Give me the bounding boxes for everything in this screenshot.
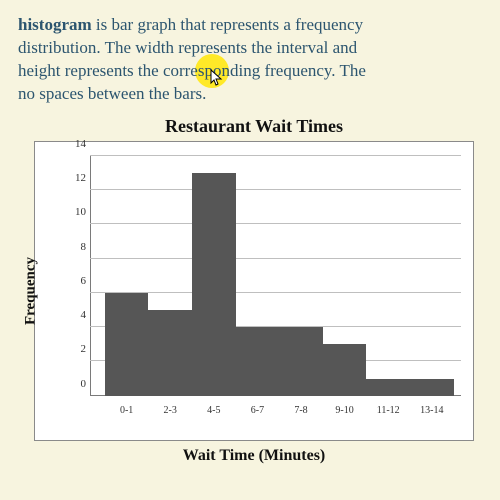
xtick-label: 0-1: [120, 405, 133, 416]
chart-plot-area: 024681012140-12-34-56-77-89-1011-1213-14: [90, 156, 461, 396]
ytick-label: 0: [64, 378, 86, 390]
xtick-label: 6-7: [251, 405, 264, 416]
xtick-label: 11-12: [377, 405, 400, 416]
highlighted-word: corresponding: [163, 60, 260, 83]
chart-title: Restaurant Wait Times: [18, 116, 490, 137]
def-line3-post: frequency. The: [260, 61, 366, 80]
histogram-bar: [323, 344, 367, 395]
histogram-bar: [279, 327, 323, 396]
def-line2: distribution. The width represents the i…: [18, 38, 357, 57]
histogram-bar: [410, 379, 454, 396]
chart-xlabel: Wait Time (Minutes): [18, 447, 490, 465]
ytick-label: 2: [64, 343, 86, 355]
ytick-label: 10: [64, 206, 86, 218]
def-line4: no spaces between the bars.: [18, 84, 206, 103]
xtick-label: 13-14: [420, 405, 443, 416]
xtick-label: 2-3: [164, 405, 177, 416]
definition-term: histogram: [18, 15, 92, 34]
ytick-label: 8: [64, 241, 86, 253]
ytick-label: 6: [64, 275, 86, 287]
chart-block: Restaurant Wait Times Frequency 02468101…: [18, 116, 490, 465]
histogram-bar: [192, 173, 236, 396]
def-line1: is bar graph that represents a frequency: [92, 15, 363, 34]
definition-text: histogram is bar graph that represents a…: [18, 14, 490, 106]
ytick-label: 12: [64, 172, 86, 184]
gridline: [90, 223, 461, 224]
slide: histogram is bar graph that represents a…: [0, 0, 500, 500]
xtick-label: 4-5: [207, 405, 220, 416]
chart-ylabel: Frequency: [23, 257, 40, 325]
histogram-bar: [236, 327, 280, 396]
histogram-bar: [148, 310, 192, 396]
def-line3-pre: height represents the: [18, 61, 163, 80]
gridline: [90, 155, 461, 156]
ytick-label: 14: [64, 138, 86, 150]
gridline: [90, 189, 461, 190]
gridline: [90, 258, 461, 259]
highlighted-word-text: corresponding: [163, 61, 260, 80]
chart-frame: Frequency 024681012140-12-34-56-77-89-10…: [34, 141, 474, 441]
xtick-label: 7-8: [294, 405, 307, 416]
histogram-bar: [105, 293, 149, 396]
histogram-bar: [366, 379, 410, 396]
xtick-label: 9-10: [335, 405, 353, 416]
ytick-label: 4: [64, 309, 86, 321]
